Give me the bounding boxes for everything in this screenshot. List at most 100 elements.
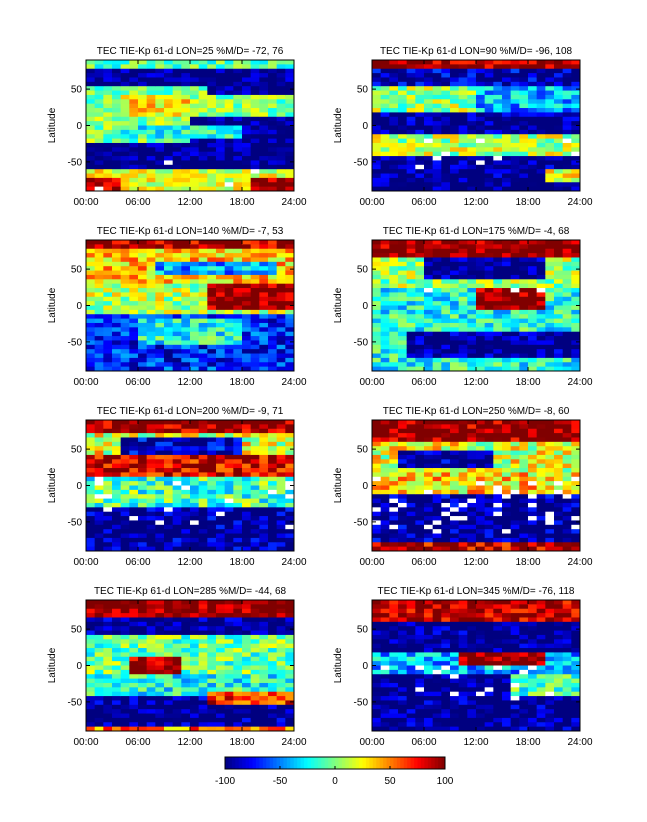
heatmap-cell [467,485,477,491]
heatmap-cell [138,147,148,153]
heatmap-cell [554,366,564,372]
heatmap-cell [441,160,451,166]
heatmap-cell [172,86,182,91]
heatmap-cell [120,485,130,491]
heatmap-cell [545,494,555,499]
heatmap-cell [129,77,139,83]
heatmap-cell [510,108,520,113]
heatmap-cell [103,331,113,337]
heatmap-cell [415,125,425,131]
heatmap-cell [562,524,572,530]
heatmap-cell [450,151,460,157]
heatmap-cell [415,322,425,328]
heatmap-cell [259,454,269,460]
heatmap-cell [441,129,451,135]
heatmap-cell [146,142,156,148]
heatmap-cell [103,661,113,666]
heatmap-cell [484,169,494,174]
heatmap-cell [259,292,269,298]
heatmap-cell [233,542,243,548]
heatmap-cell [476,366,486,372]
heatmap-cell [216,151,226,157]
heatmap-cell [233,437,243,443]
heatmap-cell [432,441,442,447]
heatmap-cell [120,138,130,144]
heatmap-cell [562,103,572,109]
heatmap-cell [190,494,200,499]
heatmap-cell [562,151,572,157]
heatmap-cell [216,630,226,636]
heatmap-cell [103,648,113,653]
heatmap-cell [276,450,286,456]
heatmap-cell [571,428,581,434]
heatmap-cell [129,279,139,285]
heatmap-cell [415,498,425,504]
heatmap-cell [146,459,156,465]
heatmap-cell [285,108,295,113]
heatmap-cell [224,604,234,610]
heatmap-cell [155,125,165,131]
panel-title: TEC TIE-Kp 61-d LON=25 %M/D= -72, 76 [97,46,284,57]
heatmap-cell [129,656,139,662]
y-axis-label: Latitude [47,287,58,323]
heatmap-cell [86,446,96,451]
heatmap-cell [441,121,451,126]
heatmap-cell [389,524,399,530]
heatmap-cell [216,94,226,100]
x-tick-label: 24:00 [281,377,306,388]
heatmap-cell [216,704,226,710]
heatmap-cell [476,322,486,328]
heatmap-cell [86,125,96,131]
heatmap-cell [467,270,477,276]
heatmap-cell [86,318,96,324]
heatmap-cell [207,630,217,636]
heatmap-cell [120,608,130,614]
heatmap-cell [112,344,122,350]
heatmap-cell [545,86,555,91]
heatmap-cell [207,60,217,65]
heatmap-cell [155,717,165,723]
heatmap-cell [112,357,122,363]
heatmap-cell [120,357,130,363]
heatmap-cell [120,463,130,469]
heatmap-cell [112,108,122,113]
heatmap-cell [441,169,451,174]
heatmap-cell [276,529,286,534]
heatmap-cell [536,160,546,166]
heatmap-cell [424,129,434,135]
heatmap-cell [562,274,572,280]
heatmap-cell [164,322,174,328]
heatmap-cell [103,476,113,482]
heatmap-cell [242,279,252,285]
heatmap-cell [571,186,581,192]
heatmap-cell [94,428,104,434]
heatmap-cell [467,73,477,78]
heatmap-cell [164,331,174,337]
heatmap-cell [190,437,200,443]
heatmap-cell [103,691,113,697]
heatmap-cell [86,270,96,276]
heatmap-cell [198,424,208,430]
heatmap-cell [519,459,529,465]
heatmap-cell [138,502,148,508]
heatmap-cell [164,700,174,706]
heatmap-cell [519,344,529,350]
heatmap-cell [233,344,243,350]
heatmap-cell [484,537,494,543]
heatmap-cell [164,454,174,460]
heatmap-cell [164,90,174,96]
heatmap-cell [493,546,503,552]
heatmap-cell [406,279,416,285]
heatmap-cell [441,542,451,548]
heatmap-cell [216,296,226,302]
heatmap-cell [120,726,130,732]
heatmap-cell [120,468,130,473]
heatmap-cell [406,468,416,473]
heatmap-cell [172,511,182,517]
heatmap-cell [233,336,243,341]
heatmap-cell [112,160,122,166]
heatmap-cell [198,472,208,478]
heatmap-cell [112,420,122,425]
heatmap-cell [510,424,520,430]
heatmap-cell [94,433,104,438]
